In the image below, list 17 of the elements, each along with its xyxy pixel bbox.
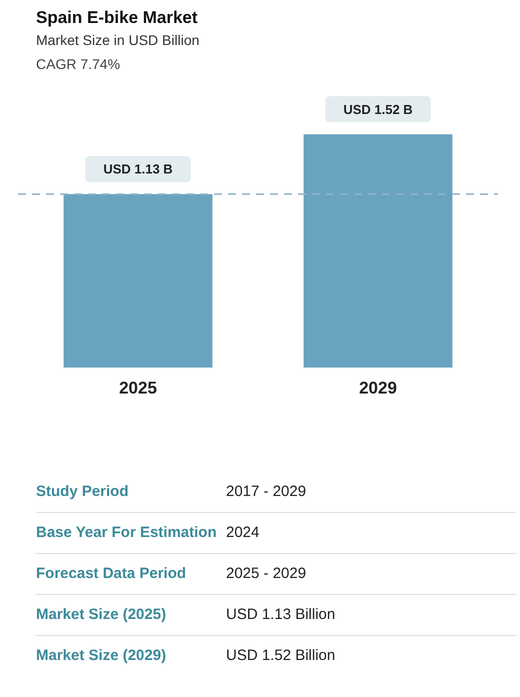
text: Study Period	[36, 482, 130, 502]
text: 2017 - 2029	[226, 482, 306, 502]
text: Forecast Data Period	[36, 564, 188, 584]
chart-title: Spain E-bike Market	[36, 8, 199, 28]
x-tick-label: 2029	[359, 378, 397, 398]
data-label: USD 1.13 B	[103, 162, 173, 177]
text: 2024	[226, 523, 260, 543]
text: USD 1.52 Billion	[226, 646, 336, 666]
data-label: USD 1.52 B	[343, 102, 413, 117]
text: CAGR 7.74%	[36, 56, 122, 72]
text: 2025 - 2029	[226, 564, 306, 584]
x-tick-label: 2025	[119, 378, 157, 398]
text: Base Year For Estimation	[36, 523, 218, 543]
text: Market Size (2025)	[36, 605, 168, 625]
text: Market Size (2029)	[36, 646, 168, 666]
chart-subtitle: Market Size in USD Billion	[36, 32, 200, 48]
text: USD 1.13 Billion	[226, 605, 336, 625]
